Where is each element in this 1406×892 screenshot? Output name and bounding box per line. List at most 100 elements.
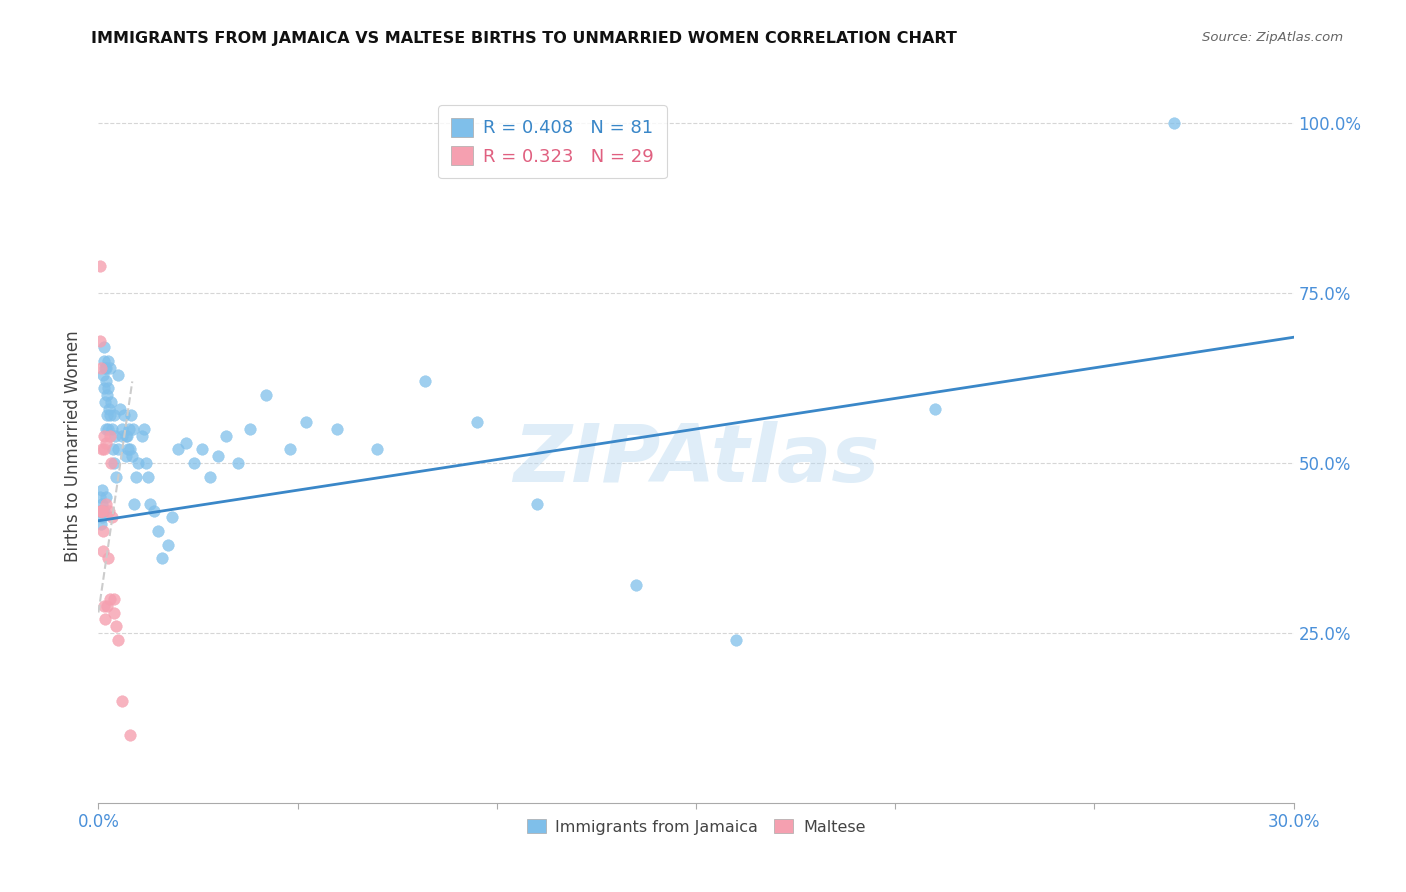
Point [122, 422, 145, 436]
Point [105, 469, 128, 483]
Point [98, 429, 122, 443]
Point [100, 456, 122, 470]
Point [90, 517, 112, 532]
Point [117, 442, 139, 457]
Point [112, 409, 135, 423]
Point [90, 360, 112, 375]
Point [97, 401, 120, 416]
Point [90, 503, 112, 517]
Point [115, 429, 138, 443]
Point [90, 497, 112, 511]
Point [174, 435, 197, 450]
Point [136, 469, 159, 483]
Point [94, 612, 117, 626]
Point [127, 456, 149, 470]
Point [93, 503, 115, 517]
Point [110, 401, 132, 416]
Point [90, 503, 112, 517]
Point [89, 503, 111, 517]
Point [294, 415, 316, 429]
Point [215, 429, 238, 443]
Point [96, 388, 118, 402]
Point [97, 551, 120, 566]
Point [93, 442, 115, 457]
Point [626, 578, 648, 592]
Point [1163, 116, 1185, 130]
Point [183, 456, 205, 470]
Point [91, 483, 114, 498]
Point [148, 524, 170, 538]
Point [97, 422, 120, 436]
Point [110, 422, 132, 436]
Point [120, 728, 142, 742]
Point [101, 442, 124, 457]
Point [278, 442, 301, 457]
Point [94, 360, 117, 375]
Point [91, 524, 114, 538]
Point [89, 490, 111, 504]
Legend: Immigrants from Jamaica, Maltese: Immigrants from Jamaica, Maltese [520, 813, 872, 841]
Point [94, 422, 117, 436]
Point [207, 449, 229, 463]
Point [366, 442, 388, 457]
Point [89, 259, 111, 273]
Point [125, 469, 148, 483]
Point [105, 619, 128, 633]
Point [93, 599, 115, 613]
Point [100, 394, 122, 409]
Point [94, 394, 117, 409]
Point [101, 422, 124, 436]
Point [89, 334, 111, 348]
Point [157, 537, 180, 551]
Point [103, 606, 125, 620]
Point [93, 341, 115, 355]
Point [120, 442, 142, 457]
Point [131, 429, 153, 443]
Point [94, 497, 117, 511]
Point [226, 456, 249, 470]
Text: Source: ZipAtlas.com: Source: ZipAtlas.com [1202, 31, 1343, 45]
Point [107, 632, 129, 647]
Point [107, 368, 129, 382]
Point [107, 442, 129, 457]
Text: IMMIGRANTS FROM JAMAICA VS MALTESE BIRTHS TO UNMARRIED WOMEN CORRELATION CHART: IMMIGRANTS FROM JAMAICA VS MALTESE BIRTH… [91, 31, 957, 46]
Point [96, 435, 118, 450]
Point [465, 415, 488, 429]
Point [160, 510, 183, 524]
Point [114, 429, 136, 443]
Point [111, 694, 134, 708]
Point [103, 409, 125, 423]
Point [143, 503, 166, 517]
Point [326, 422, 349, 436]
Point [97, 381, 120, 395]
Point [254, 388, 277, 402]
Point [93, 381, 115, 395]
Point [526, 497, 548, 511]
Point [115, 449, 138, 463]
Point [191, 442, 214, 457]
Point [198, 469, 221, 483]
Point [103, 456, 125, 470]
Point [91, 544, 114, 558]
Point [96, 490, 118, 504]
Point [150, 551, 173, 566]
Point [97, 503, 120, 517]
Point [93, 429, 115, 443]
Point [96, 599, 118, 613]
Point [96, 360, 118, 375]
Point [121, 449, 143, 463]
Point [91, 368, 114, 382]
Point [167, 442, 190, 457]
Point [111, 429, 134, 443]
Point [93, 354, 115, 368]
Point [101, 510, 124, 524]
Point [91, 503, 114, 517]
Point [118, 422, 141, 436]
Point [103, 591, 125, 606]
Point [134, 422, 156, 436]
Point [724, 632, 747, 647]
Point [98, 409, 122, 423]
Point [98, 360, 121, 375]
Point [239, 422, 262, 436]
Point [91, 510, 114, 524]
